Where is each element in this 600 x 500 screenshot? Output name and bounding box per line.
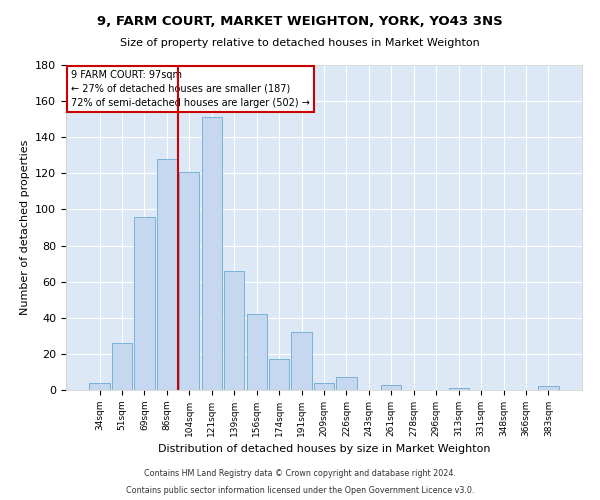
Y-axis label: Number of detached properties: Number of detached properties: [20, 140, 29, 315]
Bar: [89, 383, 110, 390]
Bar: [292, 332, 311, 390]
Bar: [269, 360, 289, 390]
Text: 9, FARM COURT, MARKET WEIGHTON, YORK, YO43 3NS: 9, FARM COURT, MARKET WEIGHTON, YORK, YO…: [97, 15, 503, 28]
Bar: [247, 314, 267, 390]
Bar: [157, 159, 177, 390]
Bar: [449, 388, 469, 390]
Text: 9 FARM COURT: 97sqm
← 27% of detached houses are smaller (187)
72% of semi-detac: 9 FARM COURT: 97sqm ← 27% of detached ho…: [71, 70, 310, 108]
Bar: [202, 118, 222, 390]
Bar: [538, 386, 559, 390]
Bar: [314, 383, 334, 390]
Bar: [134, 216, 155, 390]
Bar: [337, 378, 356, 390]
Text: Contains HM Land Registry data © Crown copyright and database right 2024.: Contains HM Land Registry data © Crown c…: [144, 468, 456, 477]
Text: Size of property relative to detached houses in Market Weighton: Size of property relative to detached ho…: [120, 38, 480, 48]
Bar: [381, 384, 401, 390]
X-axis label: Distribution of detached houses by size in Market Weighton: Distribution of detached houses by size …: [158, 444, 490, 454]
Text: Contains public sector information licensed under the Open Government Licence v3: Contains public sector information licen…: [126, 486, 474, 495]
Bar: [179, 172, 199, 390]
Bar: [112, 343, 132, 390]
Bar: [224, 271, 244, 390]
